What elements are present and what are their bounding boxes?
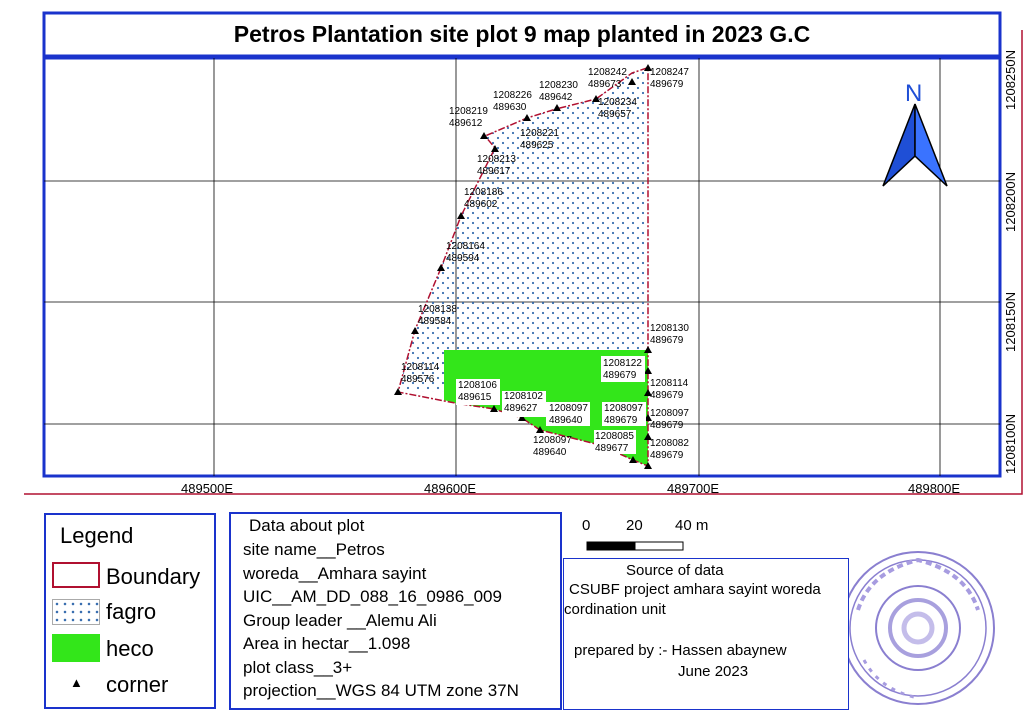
corner-label: 1208226 489630 xyxy=(493,90,532,113)
corner-marker xyxy=(394,388,402,395)
corner-marker xyxy=(644,367,652,374)
corner-marker xyxy=(553,104,561,111)
corner-label: 1208230 489642 xyxy=(539,80,578,103)
official-stamp xyxy=(841,551,995,705)
corner-marker xyxy=(629,456,637,463)
north-arrow-icon xyxy=(882,103,948,187)
label-halos xyxy=(456,356,646,454)
corner-label: 1208221 489625 xyxy=(520,128,559,151)
scale-label: 0 xyxy=(582,517,591,534)
corner-marker xyxy=(628,78,636,85)
corner-marker xyxy=(644,433,652,440)
grid-label-x: 489500E xyxy=(181,481,234,496)
plot-info-line: woreda__Amhara sayint xyxy=(243,564,427,583)
plot-info-heading: Data about plot xyxy=(249,516,365,535)
grid-label-x: 489700E xyxy=(667,481,720,496)
corner-label: 1208097 489640 xyxy=(533,435,572,458)
grid-label-y: 1208200N xyxy=(1003,172,1018,232)
corner-marker xyxy=(592,95,600,102)
legend-boundary-swatch xyxy=(52,562,100,588)
corner-label: 1208242 489673 xyxy=(588,67,627,90)
scale-bar xyxy=(586,541,684,551)
corner-label: 1208097 489679 xyxy=(650,408,689,431)
corner-label: 1208213 489617 xyxy=(477,154,516,177)
legend-item-label: Boundary xyxy=(106,564,201,589)
scale-label: 40 m xyxy=(675,517,709,534)
legend-item-label: heco xyxy=(106,636,154,661)
source-line: CSUBF project amhara sayint woreda xyxy=(569,581,821,598)
corner-label: 1208138 489584 xyxy=(418,304,457,327)
legend-fagro-swatch xyxy=(52,599,100,625)
plot-info-line: Group leader __Alemu Ali xyxy=(243,611,437,630)
plot-info-box: Data about plot site name__Petros woreda… xyxy=(229,512,562,710)
legend-title: Legend xyxy=(60,523,134,548)
map-title: Petros Plantation site plot 9 map plante… xyxy=(233,21,811,47)
grid-label-y: 1208250N xyxy=(1003,50,1018,110)
grid-label-x: 489800E xyxy=(908,481,961,496)
corner-marker xyxy=(411,327,419,334)
title-frame xyxy=(42,11,1002,58)
corner-marker xyxy=(644,462,652,469)
outer-boundary-line xyxy=(24,30,1023,495)
plot-boundary xyxy=(397,67,649,468)
north-label: N xyxy=(905,80,922,107)
corner-marker xyxy=(437,264,445,271)
corner-markers xyxy=(394,64,652,469)
prepared-date: June 2023 xyxy=(678,663,749,680)
corner-label: 1208097 489640 xyxy=(549,403,588,426)
grid-label-y: 1208100N xyxy=(1003,414,1018,474)
corner-marker xyxy=(457,212,465,219)
plot-info-line: plot class__3+ xyxy=(243,658,353,677)
triangle-icon: ▲ xyxy=(70,675,83,690)
fagro-area xyxy=(398,68,647,392)
grid-label-x: 489600E xyxy=(424,481,477,496)
corner-marker xyxy=(644,346,652,353)
legend-box: Legend Boundary fagro heco ▲ corner xyxy=(44,513,216,709)
plot-info-line: site name__Petros xyxy=(243,540,385,559)
corner-label: 1208130 489679 xyxy=(650,323,689,346)
legend-item-label: fagro xyxy=(106,599,157,624)
corner-label: 1208102 489627 xyxy=(504,391,543,414)
plot-info-line: UIC__AM_DD_088_16_0986_009 xyxy=(243,587,502,606)
corner-marker xyxy=(491,145,499,152)
plot-info-line: projection__WGS 84 UTM zone 37N xyxy=(243,681,519,700)
corner-label: 1208106 489615 xyxy=(458,380,497,403)
corner-label: 1208186 489602 xyxy=(464,187,503,210)
corner-label: 1208114 489679 xyxy=(650,378,689,401)
source-line: cordination unit xyxy=(564,601,666,618)
scale-label: 20 xyxy=(626,517,643,534)
corner-label: 1208164 489594 xyxy=(446,241,485,264)
corner-label: 1208247 489679 xyxy=(650,67,689,90)
corner-label: 1208097 489679 xyxy=(604,403,643,426)
grid-label-y: 1208150N xyxy=(1003,292,1018,352)
source-heading: Source of data xyxy=(626,562,724,579)
corner-marker xyxy=(644,389,652,396)
plot-info-line: Area in hectar__1.098 xyxy=(243,634,411,653)
corner-label: 1208122 489679 xyxy=(603,358,642,381)
corner-marker xyxy=(523,114,531,121)
corner-marker xyxy=(490,405,498,412)
corner-marker xyxy=(480,132,488,139)
legend-heco-swatch xyxy=(52,634,100,662)
corner-marker xyxy=(644,64,652,71)
corner-label: 1208219 489612 xyxy=(449,106,488,129)
corner-marker xyxy=(518,414,526,421)
corner-label: 1208085 489677 xyxy=(595,431,634,454)
prepared-by: prepared by :- Hassen abaynew xyxy=(574,642,787,659)
corner-label: 1208114 489576 xyxy=(401,362,440,385)
corner-label: 1208234 489657 xyxy=(598,97,637,120)
legend-item-label: corner xyxy=(106,672,169,697)
source-box: Source of data CSUBF project amhara sayi… xyxy=(563,558,849,710)
corner-marker xyxy=(536,426,544,433)
corner-label: 1208082 489679 xyxy=(650,438,689,461)
